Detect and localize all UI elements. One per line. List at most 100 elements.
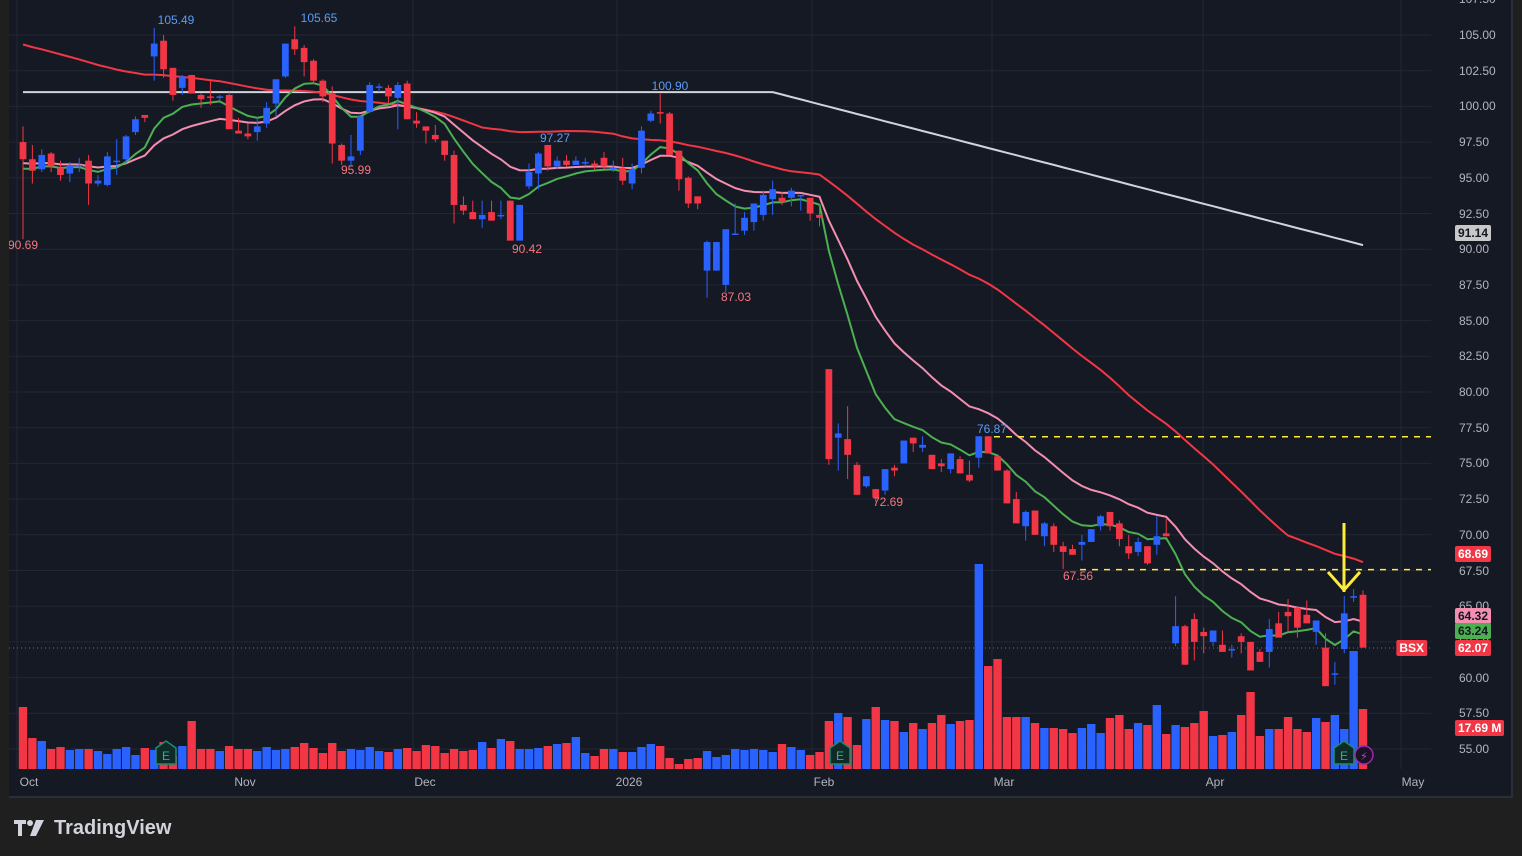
price-axis-label: 92.50 (1459, 206, 1490, 221)
time-axis-label: Apr (1205, 775, 1225, 789)
volume-bar (693, 758, 702, 769)
svg-text:E: E (836, 749, 844, 763)
volume-bar (909, 723, 918, 769)
volume-bar (562, 743, 571, 769)
candle (394, 82, 402, 130)
candle (703, 240, 711, 298)
candle (478, 200, 486, 228)
price-chart[interactable]: 105.49 105.65 95.99 90.69 97.27 90.42 100.90 87… (9, 0, 1431, 769)
time-axis[interactable]: Oct Nov Dec 2026 Feb Mar Apr May (9, 769, 1431, 796)
candle (1031, 510, 1039, 535)
candle (460, 196, 467, 215)
volume-bar (299, 743, 309, 769)
candle (253, 117, 261, 141)
candle (656, 93, 664, 124)
earnings-marker-icon[interactable]: E (1333, 740, 1355, 765)
candle (862, 476, 870, 488)
svg-text:E: E (1340, 749, 1348, 763)
volume-bar (1030, 723, 1040, 769)
candle (553, 156, 561, 170)
volume-bar (1096, 733, 1105, 769)
volume-bar (955, 721, 965, 769)
volume-bar (393, 749, 403, 769)
high-price-label: 105.49 (158, 13, 195, 27)
down-arrow-annotation[interactable] (1326, 523, 1362, 593)
volume-bar (412, 751, 421, 769)
event-lightning-icon[interactable]: ⚡ (1354, 745, 1374, 765)
candle (1312, 620, 1320, 645)
volume-bar (1021, 717, 1030, 769)
volume-bar (421, 745, 431, 769)
candle (1041, 521, 1048, 547)
candle (150, 27, 158, 81)
volume-bar (656, 746, 665, 769)
candle (319, 79, 327, 103)
volume-bar (609, 749, 618, 769)
ema-10-line (22, 82, 1364, 647)
chart-plot-area[interactable]: 105.49 105.65 95.99 90.69 97.27 90.42 100.90 87… (9, 0, 1431, 769)
volume-bar (712, 757, 721, 769)
candle (225, 92, 233, 130)
price-axis[interactable]: 107.50 105.00 102.50 100.00 97.50 95.00 92.50 9… (1396, 0, 1511, 769)
volume-bar (374, 751, 384, 769)
volume-bar (318, 753, 328, 769)
volume-bar (253, 751, 262, 769)
candle (1322, 633, 1329, 687)
price-axis-label: 80.00 (1459, 385, 1490, 399)
low-price-label: 72.69 (873, 495, 903, 509)
price-axis-label: 70.00 (1459, 527, 1490, 542)
volume-bar (702, 751, 712, 769)
high-price-label: 105.65 (301, 11, 338, 25)
volume-bar (983, 666, 993, 769)
candle (881, 469, 889, 495)
volume-bar (262, 747, 271, 769)
candle (1190, 613, 1198, 661)
candle (169, 67, 177, 101)
volume-bar (337, 751, 346, 769)
volume-bar (496, 739, 506, 769)
candle (1247, 641, 1254, 671)
price-axis-label: 72.50 (1459, 492, 1490, 507)
volume-bar (590, 756, 599, 769)
volume-bar (1311, 718, 1321, 769)
volume-bar (1040, 728, 1049, 769)
candle (638, 126, 645, 174)
volume-bar (918, 729, 927, 769)
volume-bar (1087, 724, 1096, 769)
volume-bar (524, 749, 534, 769)
candle (1228, 644, 1236, 658)
candle (1265, 619, 1273, 668)
sma200-tag: 91.14 (1455, 224, 1492, 241)
price-axis-label: 107.50 (1459, 0, 1496, 6)
volume-bar (1246, 692, 1255, 769)
candle (1144, 546, 1151, 565)
volume-bar (993, 659, 1002, 769)
candle (1050, 523, 1058, 552)
candle (694, 196, 702, 210)
candle (525, 163, 533, 190)
volume-bar (196, 749, 206, 769)
candle (872, 489, 880, 502)
volume-bar (552, 744, 562, 769)
candle (1069, 544, 1076, 555)
earnings-marker-icon[interactable]: E (155, 740, 177, 765)
earnings-marker-icon[interactable]: E (829, 740, 851, 765)
volume-bar (1002, 717, 1012, 769)
candle (469, 200, 477, 220)
volume-bar (403, 748, 412, 769)
tradingview-logo-icon (14, 820, 44, 836)
low-price-label: 67.56 (1063, 569, 1093, 583)
candle (1237, 633, 1245, 654)
volume-bar (599, 749, 609, 769)
volume-bar (749, 749, 759, 769)
candle (28, 144, 36, 184)
candle (516, 204, 524, 241)
candle (1219, 630, 1226, 652)
candle (1303, 600, 1311, 624)
candle (544, 144, 552, 171)
candle (1209, 630, 1217, 647)
candle (769, 180, 777, 215)
candle (66, 162, 74, 183)
volume-bar (787, 747, 796, 769)
tradingview-logo: TradingView (12, 814, 171, 842)
